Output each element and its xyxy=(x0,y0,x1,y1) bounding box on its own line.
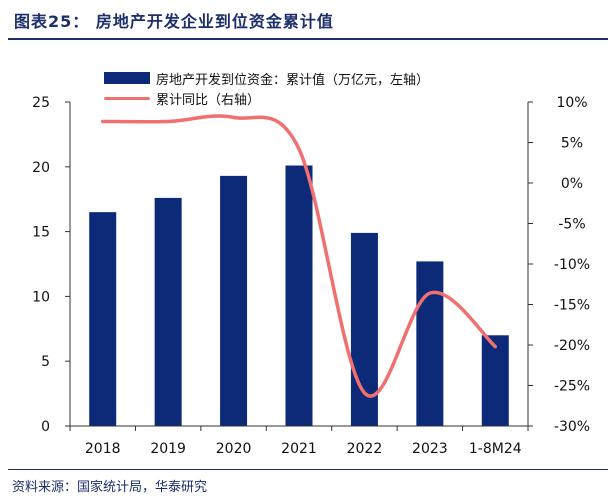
footer-divider xyxy=(8,469,608,470)
source-note: 资料来源：国家统计局，华泰研究 xyxy=(12,480,208,495)
y-left-tick-label: 20 xyxy=(32,160,50,176)
legend-line-swatch xyxy=(104,96,150,100)
y-left-tick-label: 15 xyxy=(32,225,50,241)
growth-line xyxy=(100,114,498,398)
y-left-tick-label: 5 xyxy=(41,354,50,370)
title-divider xyxy=(8,38,608,40)
y-left-tick-label: 0 xyxy=(41,419,50,435)
bar-2020 xyxy=(220,175,248,426)
y-right-tick-label: 0% xyxy=(561,176,583,192)
x-tick-label: 2018 xyxy=(85,441,121,457)
legend-bar-label: 房地产开发到位资金：累计值（万亿元，左轴） xyxy=(156,72,430,88)
x-tick-label: 2020 xyxy=(216,441,252,457)
x-tick-label: 2019 xyxy=(150,441,186,457)
x-tick-label: 2021 xyxy=(281,441,317,457)
y-right-tick-label: -30% xyxy=(554,419,590,435)
axes: 0 5 10 15 20 25 -30% -25% -20% -15% -10% -5% 0% 5% 10%… xyxy=(32,95,590,457)
bar-2018 xyxy=(89,212,117,426)
x-tick-label: 2023 xyxy=(412,441,448,457)
legend: 房地产开发到位资金：累计值（万亿元，左轴） 累计同比（右轴） xyxy=(104,68,429,108)
y-right-tick-label: -5% xyxy=(558,217,585,233)
legend-line-label: 累计同比（右轴） xyxy=(156,92,261,108)
y-right-tick-label: -10% xyxy=(554,257,590,273)
bar-2021 xyxy=(285,165,313,426)
legend-item-line: 累计同比（右轴） xyxy=(104,88,429,108)
y-left-tick-label: 25 xyxy=(32,95,50,111)
y-right-tick-label: -15% xyxy=(554,298,590,314)
y-right-tick-label: -20% xyxy=(554,338,590,354)
y-right-tick-label: -25% xyxy=(554,379,590,395)
bar-1-8M24 xyxy=(481,335,509,426)
legend-bar-swatch xyxy=(104,72,150,84)
y-left-tick-label: 10 xyxy=(32,289,50,305)
chart-title: 图表25： 房地产开发企业到位资金累计值 xyxy=(14,12,334,31)
bar-2023 xyxy=(416,261,444,426)
y-right-tick-label: 10% xyxy=(556,95,587,111)
bar-2019 xyxy=(154,197,182,426)
bar-series xyxy=(89,165,509,426)
legend-item-bar: 房地产开发到位资金：累计值（万亿元，左轴） xyxy=(104,68,429,88)
y-right-tick-label: 5% xyxy=(561,136,583,152)
x-tick-label: 1-8M24 xyxy=(469,441,522,457)
x-tick-label: 2022 xyxy=(347,441,383,457)
